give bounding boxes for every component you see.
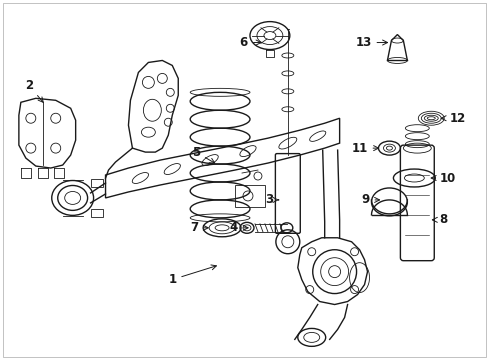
Text: 4: 4 xyxy=(229,221,247,234)
Text: 2: 2 xyxy=(25,79,43,102)
Text: 6: 6 xyxy=(239,36,261,49)
Text: 13: 13 xyxy=(354,36,387,49)
Bar xyxy=(90,209,102,217)
Text: 12: 12 xyxy=(440,112,465,125)
Text: 5: 5 xyxy=(191,145,214,163)
Text: 8: 8 xyxy=(431,213,447,226)
Text: 10: 10 xyxy=(430,171,454,185)
Text: 1: 1 xyxy=(168,265,216,286)
Text: 3: 3 xyxy=(264,193,278,206)
Text: 11: 11 xyxy=(350,141,378,155)
Text: 9: 9 xyxy=(361,193,379,206)
Bar xyxy=(90,179,102,187)
Bar xyxy=(235,185,264,207)
Text: 7: 7 xyxy=(190,221,208,234)
